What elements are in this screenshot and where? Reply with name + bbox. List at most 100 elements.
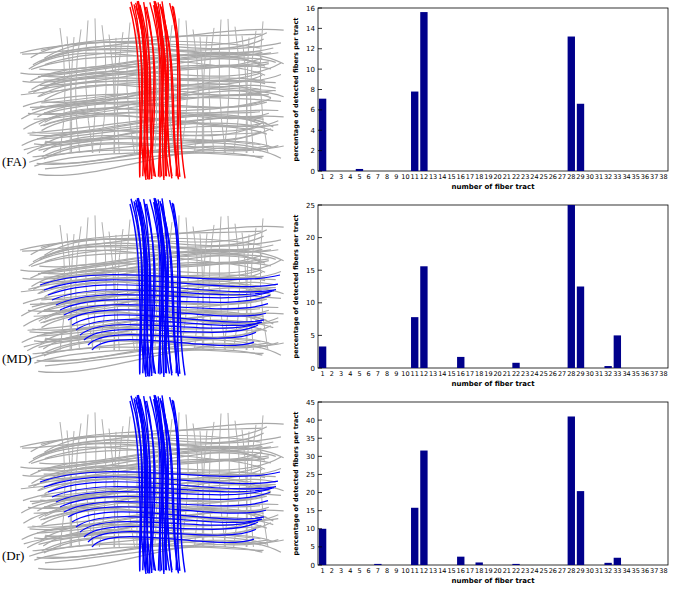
x-tick-label: 21	[503, 567, 511, 575]
x-tick-label: 2	[330, 370, 334, 378]
x-tick-label: 37	[650, 173, 658, 181]
highlighted-fiber	[170, 397, 180, 570]
highlighted-fiber	[88, 529, 256, 542]
x-tick-label: 9	[394, 173, 398, 181]
x-tick-label: 26	[549, 173, 557, 181]
fiber	[76, 29, 81, 153]
plot-frame	[318, 8, 668, 171]
bar	[512, 363, 519, 368]
highlighted-fiber	[64, 501, 268, 512]
bar	[522, 171, 529, 172]
bar	[328, 368, 335, 369]
bar	[420, 451, 427, 565]
bar	[365, 171, 372, 172]
bar	[522, 565, 529, 566]
x-tick-label: 17	[466, 567, 474, 575]
x-tick-label: 22	[512, 173, 520, 181]
y-tick-label: 15	[306, 507, 315, 515]
bar	[337, 171, 344, 172]
y-tick	[318, 402, 322, 403]
y-tick-label: 15	[306, 267, 315, 275]
highlighted-fiber	[138, 397, 151, 570]
fiber	[60, 28, 65, 153]
x-axis-label: number of fiber tract	[451, 380, 535, 388]
bar	[402, 368, 409, 369]
x-tick-label: 1	[321, 173, 325, 181]
bar	[623, 368, 630, 369]
bar	[448, 171, 455, 172]
panel: (Dr)051015202530354045123456789101112131…	[2, 395, 668, 585]
panel-label: (MD)	[2, 351, 32, 366]
bar	[604, 366, 611, 368]
x-tick-label: 15	[447, 173, 455, 181]
x-tick-label: 30	[586, 370, 594, 378]
bar	[512, 171, 519, 172]
fiber	[224, 216, 229, 350]
x-tick-label: 10	[401, 173, 409, 181]
y-tick	[318, 438, 322, 439]
y-tick	[318, 48, 322, 49]
x-tick-label: 14	[438, 173, 446, 181]
fiber	[246, 38, 249, 153]
fiber	[234, 27, 240, 153]
bar	[641, 565, 648, 566]
x-tick-label: 12	[420, 567, 428, 575]
y-tick-label: 25	[306, 471, 315, 479]
y-tick-label: 5	[311, 543, 315, 551]
x-tick-label: 36	[641, 567, 649, 575]
x-tick-label: 12	[420, 173, 428, 181]
highlighted-fiber	[72, 315, 264, 325]
y-tick-label: 4	[311, 127, 316, 135]
x-tick-label: 2	[330, 567, 334, 575]
bar	[466, 565, 473, 566]
x-tick-label: 31	[595, 173, 603, 181]
bar	[549, 368, 556, 369]
x-tick-label: 7	[376, 173, 380, 181]
bar	[485, 171, 492, 172]
x-tick-label: 16	[457, 370, 465, 378]
x-tick-label: 5	[357, 370, 361, 378]
x-tick-label: 19	[484, 173, 492, 181]
bar	[374, 564, 381, 565]
y-tick	[318, 302, 322, 303]
x-tick-label: 27	[558, 173, 566, 181]
fiber	[209, 225, 214, 350]
x-tick-label: 29	[576, 567, 584, 575]
x-tick-label: 1	[321, 567, 325, 575]
bar	[457, 357, 464, 368]
y-tick-label: 45	[306, 399, 315, 407]
panel-label: (FA)	[2, 154, 26, 169]
bar	[494, 171, 501, 172]
bar	[540, 171, 547, 172]
x-tick-label: 12	[420, 370, 428, 378]
y-tick	[318, 130, 322, 131]
bar	[393, 368, 400, 369]
y-tick	[318, 270, 322, 271]
y-tick-label: 20	[306, 489, 315, 497]
bar	[540, 565, 547, 566]
y-tick-label: 5	[311, 332, 315, 340]
bar	[568, 37, 575, 171]
bar	[651, 565, 658, 566]
fiber	[224, 19, 229, 153]
x-tick-label: 15	[447, 370, 455, 378]
fiber	[60, 225, 65, 350]
x-tick-label: 19	[484, 370, 492, 378]
x-axis-label: number of fiber tract	[451, 183, 535, 191]
fiber	[224, 413, 229, 547]
bar	[549, 565, 556, 566]
bar	[549, 171, 556, 172]
fiber	[109, 429, 115, 547]
x-tick-label: 22	[512, 370, 520, 378]
fiber	[70, 431, 74, 547]
x-tick-label: 28	[567, 370, 575, 378]
x-axis-label: number of fiber tract	[451, 577, 535, 585]
fiber	[92, 412, 96, 547]
x-tick-label: 24	[530, 173, 538, 181]
x-tick-label: 35	[632, 370, 640, 378]
y-tick	[318, 171, 322, 172]
y-tick-label: 0	[311, 562, 315, 570]
bar	[328, 171, 335, 172]
y-tick-label: 2	[311, 147, 315, 155]
highlighted-fiber	[92, 340, 254, 350]
